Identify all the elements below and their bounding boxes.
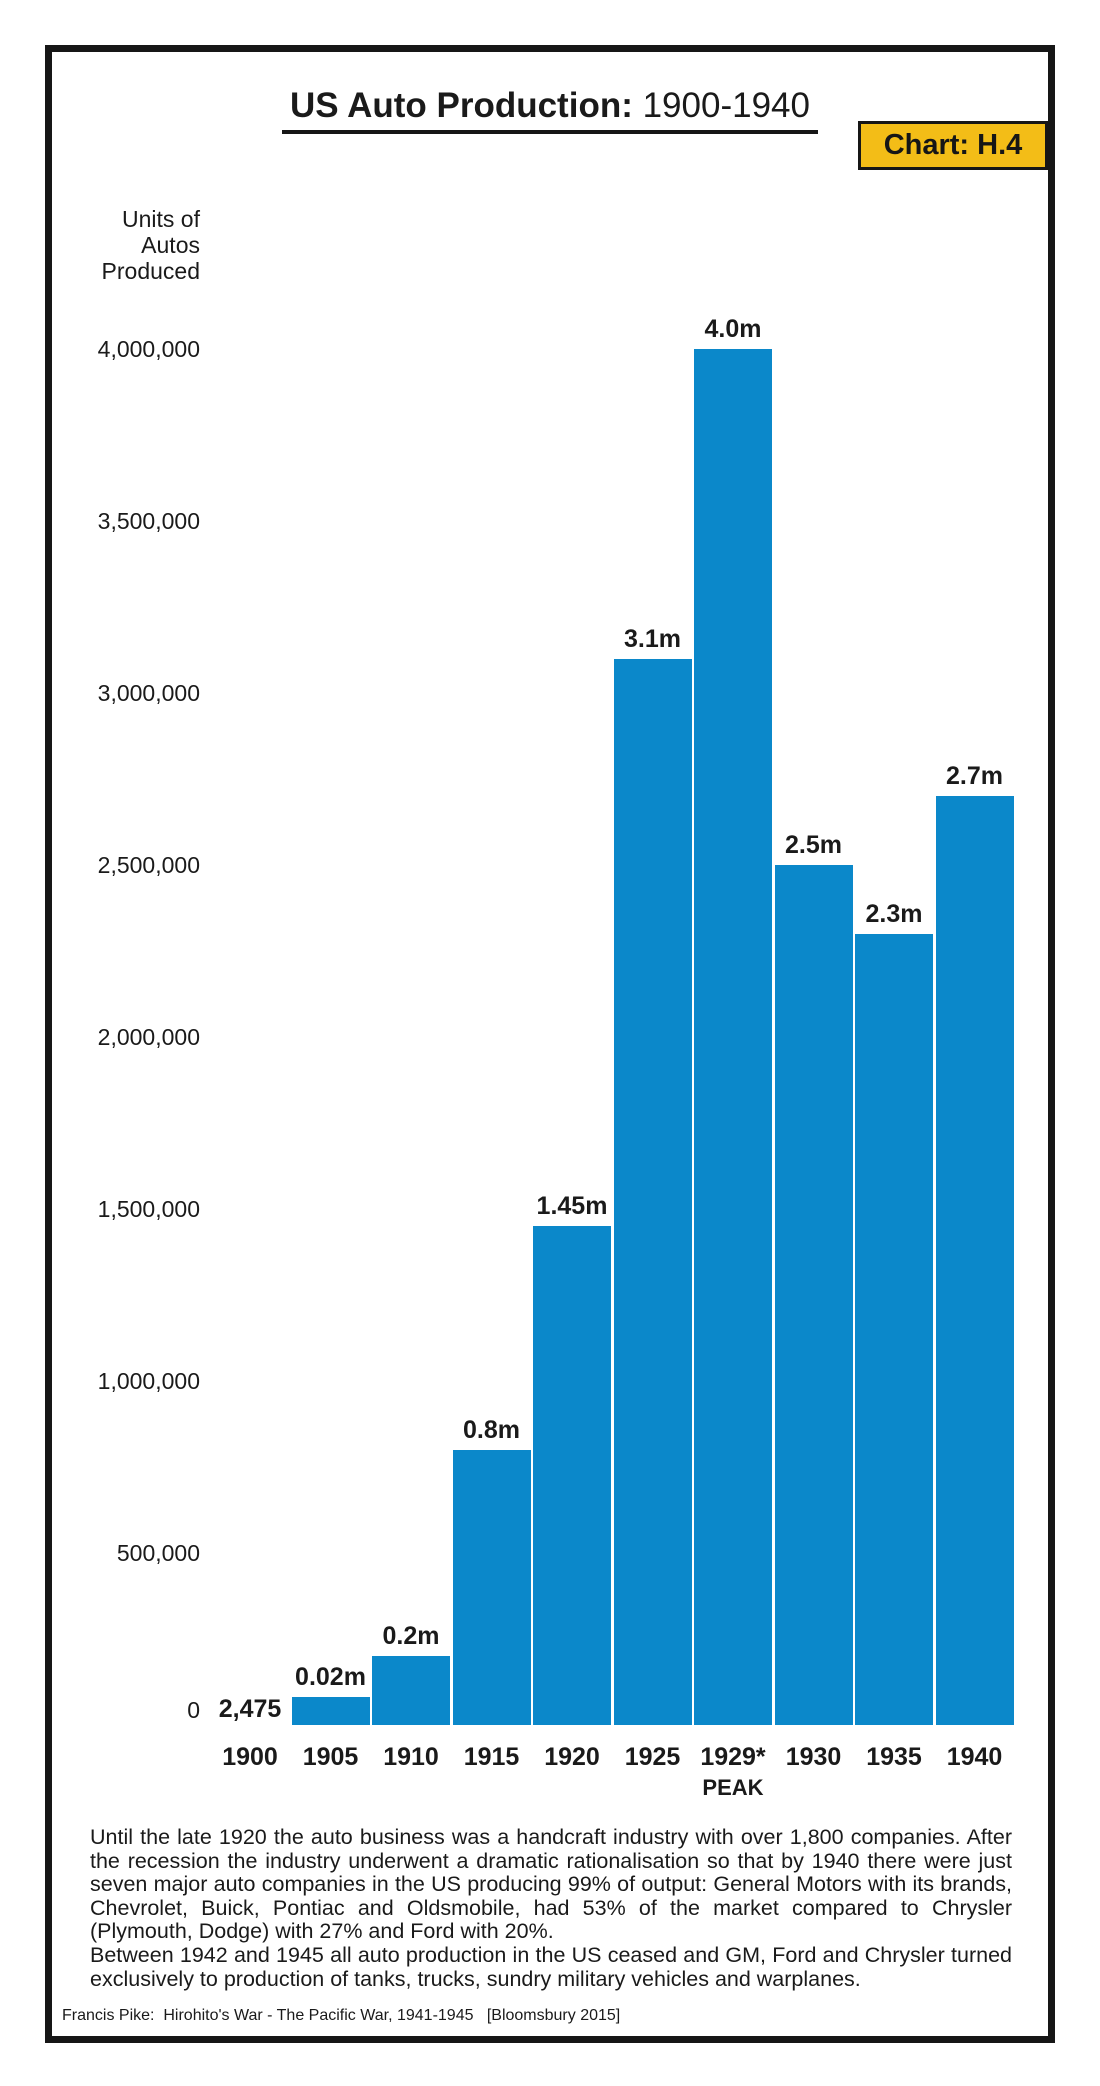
bar-1930 xyxy=(774,865,853,1725)
y-axis-tick-label: 500,000 xyxy=(116,1540,200,1566)
x-axis-label-1910: 1910 xyxy=(383,1743,439,1771)
x-axis-label-1930: 1930 xyxy=(785,1743,842,1771)
bar-1929 xyxy=(694,349,772,1725)
source-citation: Francis Pike: Hirohito's War - The Pacif… xyxy=(62,2007,621,2024)
y-axis-tick-label: 4,000,000 xyxy=(97,336,200,362)
chart-number-badge: Chart: H.4 xyxy=(858,121,1048,170)
notes-paragraph-2: Between 1942 and 1945 all auto productio… xyxy=(90,1942,1012,1991)
y-axis-tick-label: 3,500,000 xyxy=(97,508,200,534)
x-axis-label-1900: 1900 xyxy=(222,1743,278,1771)
x-axis-labels: 1900 1905 1910 1915 1920 1925 1929* PEAK 1930 193… xyxy=(211,1743,1017,1823)
title-row: US Auto Production: 1900-1940 xyxy=(45,86,1055,134)
x-axis-label-1920: 1920 xyxy=(544,1743,600,1771)
plot-area: 2,475 0.02m 0.2m 0.8m 1.45m 3.1m 4.0m 2.5m 2.3m 2… xyxy=(211,310,1017,1725)
y-axis-title-line: Produced xyxy=(101,258,200,284)
x-axis-label-1929: 1929* PEAK xyxy=(700,1743,766,1800)
bar-value-label: 2.3m xyxy=(865,900,923,928)
y-axis-tick-label: 1,000,000 xyxy=(97,1368,200,1394)
bar-value-label: 2,475 xyxy=(218,1695,282,1723)
x-axis-label-1935: 1935 xyxy=(866,1743,922,1771)
y-axis-tick-label: 2,000,000 xyxy=(97,1024,200,1050)
bar-1905 xyxy=(291,1697,370,1725)
notes-paragraph-1: Until the late 1920 the auto business wa… xyxy=(90,1825,1012,1944)
y-axis-tick-label: 3,000,000 xyxy=(97,680,200,706)
bar-1935 xyxy=(855,934,933,1725)
y-axis-title: Units of Autos Produced xyxy=(60,206,200,284)
bar-value-label: 1.45m xyxy=(536,1192,608,1220)
bar-1940 xyxy=(935,796,1014,1725)
bar-value-label: 0.8m xyxy=(463,1416,520,1444)
chart-number-badge-label: Chart: H.4 xyxy=(883,129,1023,161)
bar-1910 xyxy=(372,1656,450,1725)
y-axis-tick-label: 0 xyxy=(187,1697,200,1723)
bar-value-label: 0.2m xyxy=(382,1622,440,1650)
y-axis-tick-label: 2,500,000 xyxy=(97,852,200,878)
bar-value-label: 2.7m xyxy=(946,762,1003,790)
x-axis-label-1940: 1940 xyxy=(946,1743,1003,1771)
notes-block: Until the late 1920 the auto business wa… xyxy=(90,1825,1012,1991)
x-axis-label-1905: 1905 xyxy=(302,1743,359,1771)
bar-1925 xyxy=(613,659,692,1725)
chart-title-main: US Auto Production: xyxy=(290,86,633,125)
chart-title: US Auto Production: 1900-1940 xyxy=(282,86,818,134)
bar-value-label: 2.5m xyxy=(785,831,842,859)
bar-value-label: 3.1m xyxy=(624,625,681,653)
peak-label: PEAK xyxy=(702,1775,764,1800)
x-axis-label-1915: 1915 xyxy=(463,1743,520,1771)
y-axis-title-line: Units of xyxy=(122,206,200,232)
bar-value-label: 0.02m xyxy=(295,1663,366,1691)
chart-title-years: 1900-1940 xyxy=(632,86,810,125)
bar-1920 xyxy=(533,1226,611,1725)
y-axis-tick-label: 1,500,000 xyxy=(97,1196,200,1222)
x-axis-label-1925: 1925 xyxy=(624,1743,681,1771)
bar-value-label: 4.0m xyxy=(704,315,762,343)
y-axis-title-line: Autos xyxy=(141,232,200,258)
bar-1915 xyxy=(452,1450,531,1725)
